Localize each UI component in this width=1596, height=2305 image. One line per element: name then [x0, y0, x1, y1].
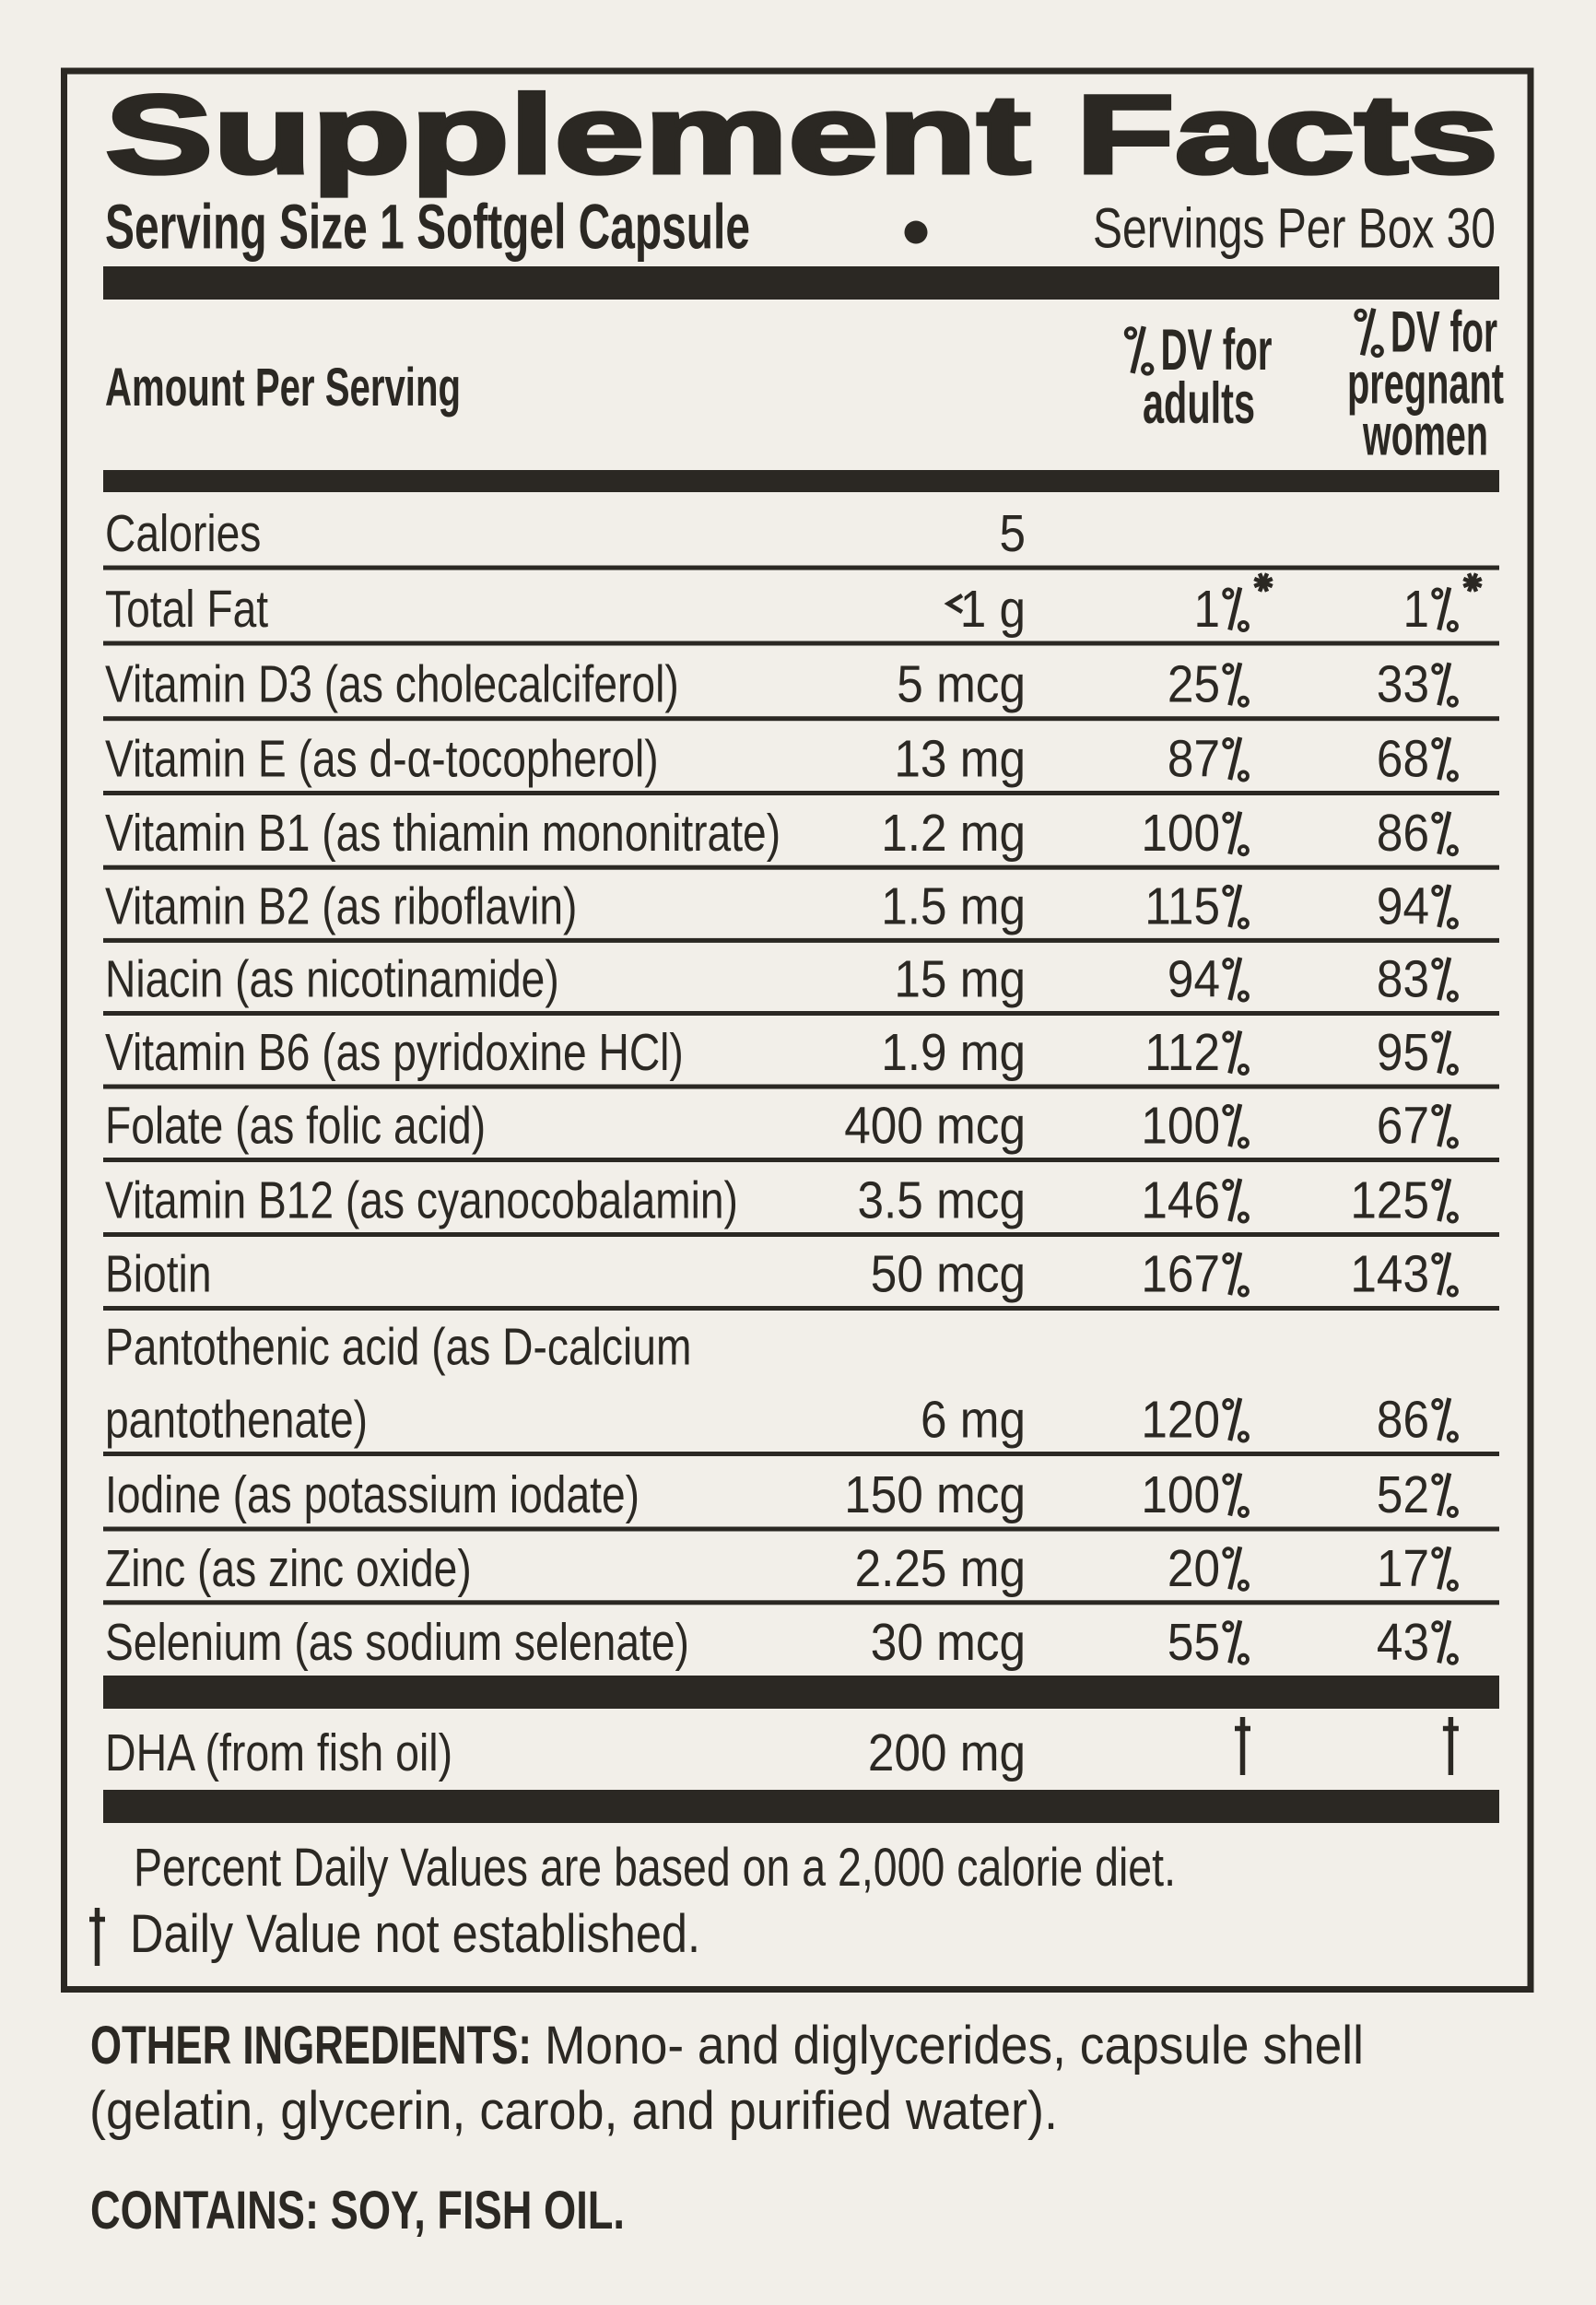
svg-text:(gelatin, glycerin, carob, and: (gelatin, glycerin, carob, and purified …: [89, 2081, 1058, 2141]
svg-text:Percent Daily Values are based: Percent Daily Values are based on a 2,00…: [134, 1838, 1176, 1898]
svg-text:100: 100: [1141, 804, 1220, 863]
svg-text:94: 94: [1168, 950, 1220, 1009]
svg-text:Serving Size 1 Softgel Capsule: Serving Size 1 Softgel Capsule: [105, 192, 750, 263]
svg-text:120: 120: [1141, 1391, 1220, 1450]
svg-text:Folate (as folic acid): Folate (as folic acid): [105, 1097, 486, 1156]
svg-text:1 g: 1 g: [960, 580, 1026, 639]
svg-text:95: 95: [1377, 1023, 1429, 1082]
svg-text:146: 146: [1141, 1171, 1220, 1230]
svg-text:17: 17: [1377, 1539, 1429, 1598]
svg-text:OTHER INGREDIENTS:: OTHER INGREDIENTS:: [90, 2016, 532, 2076]
svg-text:DV for: DV for: [1391, 300, 1497, 365]
svg-text:pantothenate): pantothenate): [105, 1391, 368, 1450]
svg-text:women: women: [1362, 404, 1488, 468]
svg-text:Daily Value not established.: Daily Value not established.: [130, 1904, 700, 1964]
svg-text:6 mg: 6 mg: [921, 1391, 1026, 1450]
svg-text:Vitamin E (as d-α-tocopherol): Vitamin E (as d-α-tocopherol): [105, 730, 659, 789]
svg-text:Vitamin B12 (as cyanocobalamin: Vitamin B12 (as cyanocobalamin): [105, 1171, 738, 1230]
svg-text:125: 125: [1350, 1171, 1429, 1230]
svg-text:Vitamin B1 (as thiamin mononit: Vitamin B1 (as thiamin mononitrate): [105, 804, 780, 863]
svg-text:50 mcg: 50 mcg: [871, 1245, 1026, 1304]
svg-text:Calories: Calories: [105, 504, 261, 563]
svg-text:112: 112: [1144, 1023, 1220, 1082]
svg-text:1.5 mg: 1.5 mg: [881, 876, 1026, 935]
svg-text:Vitamin B6 (as pyridoxine HCl): Vitamin B6 (as pyridoxine HCl): [105, 1023, 684, 1082]
svg-text:Total Fat: Total Fat: [105, 580, 268, 639]
svg-text:1.2 mg: 1.2 mg: [881, 804, 1026, 863]
svg-text:Amount Per Serving: Amount Per Serving: [105, 358, 461, 417]
svg-text:5: 5: [1000, 504, 1027, 563]
svg-text:DHA (from fish oil): DHA (from fish oil): [105, 1723, 452, 1782]
svg-text:43: 43: [1377, 1613, 1429, 1672]
svg-text:Zinc (as zinc oxide): Zinc (as zinc oxide): [105, 1539, 472, 1598]
svg-text:87: 87: [1168, 730, 1220, 789]
svg-text:pregnant: pregnant: [1347, 352, 1504, 417]
svg-text:33: 33: [1377, 655, 1429, 714]
svg-text:DV for: DV for: [1161, 318, 1273, 382]
svg-text:Mono- and diglycerides, capsul: Mono- and diglycerides, capsule shell: [545, 2016, 1364, 2076]
svg-text:67: 67: [1377, 1097, 1429, 1156]
svg-text:5 mcg: 5 mcg: [897, 655, 1026, 714]
svg-text:1: 1: [1403, 580, 1430, 639]
svg-text:68: 68: [1377, 730, 1429, 789]
svg-text:143: 143: [1350, 1245, 1429, 1304]
svg-text:94: 94: [1377, 876, 1429, 935]
svg-text:55: 55: [1168, 1613, 1220, 1672]
svg-text:86: 86: [1377, 1391, 1429, 1450]
svg-text:Vitamin D3 (as cholecalciferol: Vitamin D3 (as cholecalciferol): [105, 655, 679, 714]
svg-text:1: 1: [1194, 580, 1221, 639]
svg-text:Vitamin B2 (as riboflavin): Vitamin B2 (as riboflavin): [105, 876, 577, 935]
svg-text:2.25 mg: 2.25 mg: [855, 1539, 1026, 1598]
svg-text:400 mcg: 400 mcg: [844, 1097, 1026, 1156]
svg-text:200 mg: 200 mg: [868, 1723, 1026, 1782]
svg-text:25: 25: [1168, 655, 1220, 714]
svg-text:adults: adults: [1143, 371, 1255, 436]
svg-text:Selenium (as sodium selenate): Selenium (as sodium selenate): [105, 1613, 689, 1672]
svg-text:13 mg: 13 mg: [894, 730, 1026, 789]
svg-text:CONTAINS: SOY, FISH OIL.: CONTAINS: SOY, FISH OIL.: [90, 2181, 625, 2240]
svg-text:Pantothenic acid (as D-calcium: Pantothenic acid (as D-calcium: [105, 1318, 691, 1377]
svg-text:100: 100: [1141, 1465, 1220, 1524]
svg-text:100: 100: [1141, 1097, 1220, 1156]
svg-text:30 mcg: 30 mcg: [871, 1613, 1026, 1672]
svg-text:20: 20: [1168, 1539, 1220, 1598]
svg-text:Biotin: Biotin: [105, 1245, 212, 1304]
svg-text:86: 86: [1377, 804, 1429, 863]
svg-text:3.5 mcg: 3.5 mcg: [858, 1171, 1027, 1230]
svg-text:1.9 mg: 1.9 mg: [881, 1023, 1026, 1082]
svg-text:52: 52: [1377, 1465, 1429, 1524]
svg-text:Niacin (as nicotinamide): Niacin (as nicotinamide): [105, 950, 559, 1009]
svg-text:115: 115: [1144, 876, 1220, 935]
svg-text:83: 83: [1377, 950, 1429, 1009]
svg-text:150 mcg: 150 mcg: [844, 1465, 1026, 1524]
svg-text:Servings Per Box 30: Servings Per Box 30: [1093, 197, 1496, 260]
svg-text:15 mg: 15 mg: [894, 950, 1026, 1009]
svg-text:Iodine (as potassium iodate): Iodine (as potassium iodate): [105, 1465, 640, 1524]
svg-text:167: 167: [1141, 1245, 1220, 1304]
svg-text:Supplement Facts: Supplement Facts: [105, 72, 1498, 197]
